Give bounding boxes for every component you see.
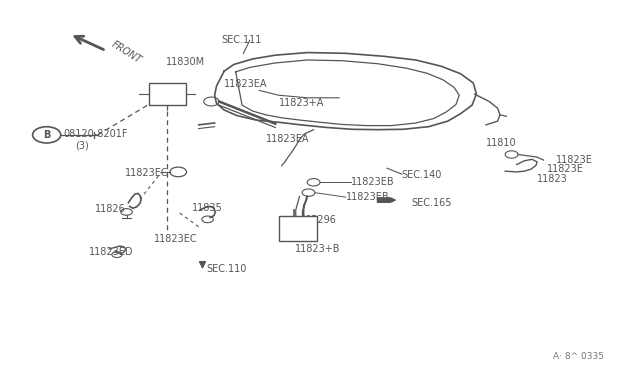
Text: 11823E: 11823E bbox=[547, 164, 584, 174]
Text: (3): (3) bbox=[76, 140, 89, 150]
Text: SEC.140: SEC.140 bbox=[402, 170, 442, 180]
Text: 11835: 11835 bbox=[192, 203, 223, 213]
Text: 15296: 15296 bbox=[306, 215, 337, 225]
Text: SEC.110: SEC.110 bbox=[206, 264, 246, 275]
Text: SEC.165: SEC.165 bbox=[412, 198, 452, 208]
Text: 11810: 11810 bbox=[486, 138, 516, 148]
Text: 11823: 11823 bbox=[537, 174, 568, 184]
Text: 11823+A: 11823+A bbox=[278, 97, 324, 108]
Text: SEC.111: SEC.111 bbox=[221, 35, 261, 45]
Text: 11823ED: 11823ED bbox=[89, 247, 133, 257]
Text: 11823EA: 11823EA bbox=[266, 134, 309, 144]
Polygon shape bbox=[378, 198, 396, 202]
Text: FRONT: FRONT bbox=[109, 39, 143, 65]
Text: B: B bbox=[43, 130, 51, 140]
Text: A· 8^ 0335: A· 8^ 0335 bbox=[553, 352, 604, 361]
Text: 11830M: 11830M bbox=[166, 57, 205, 67]
Text: 11823+B: 11823+B bbox=[294, 244, 340, 254]
Text: 11823EC: 11823EC bbox=[154, 234, 198, 244]
Text: 11823EB: 11823EB bbox=[351, 177, 394, 187]
Text: 11823E: 11823E bbox=[556, 155, 593, 165]
Text: 11823EA: 11823EA bbox=[224, 79, 268, 89]
Text: 11823EC: 11823EC bbox=[125, 168, 169, 178]
Text: 11823EB: 11823EB bbox=[346, 192, 389, 202]
Text: 11826: 11826 bbox=[95, 204, 126, 214]
Bar bbox=[149, 83, 186, 105]
Text: 08120-8201F: 08120-8201F bbox=[63, 129, 128, 139]
Bar bbox=[279, 216, 317, 241]
